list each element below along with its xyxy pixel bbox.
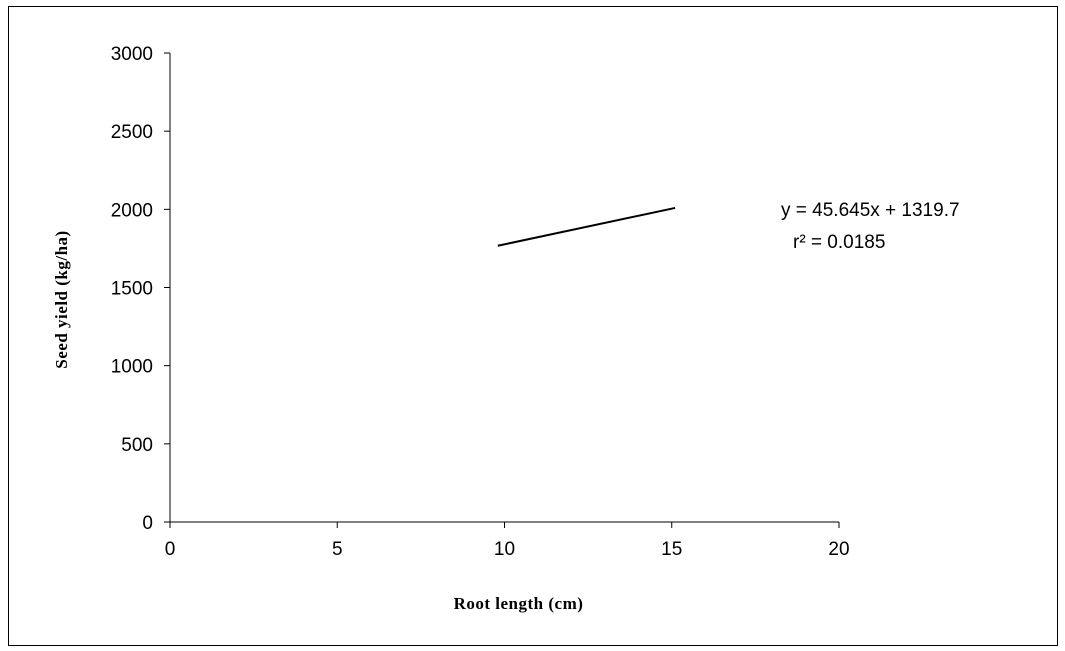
y-tick-label: 2000: [111, 200, 153, 221]
x-tick-label: 15: [661, 539, 682, 560]
chart-frame: 0 500 1000 1500 2000 2500 3000 0 5 10 15 20 y = 45…: [8, 6, 1058, 646]
y-tick-label: 0: [142, 513, 153, 534]
y-tick-label: 1000: [111, 357, 153, 378]
x-tick-label: 20: [828, 539, 849, 560]
x-tick-label: 10: [494, 539, 515, 560]
x-tick-label: 5: [332, 539, 343, 560]
y-tick-label: 500: [121, 435, 153, 456]
y-tick-label: 3000: [111, 44, 153, 65]
x-axis-ticks: 0 5 10 15 20: [165, 522, 850, 560]
x-axis-title: Root length (cm): [454, 594, 584, 613]
trendline-equation: y = 45.645x + 1319.7: [781, 200, 960, 221]
trendline: [497, 206, 676, 247]
y-tick-label: 1500: [111, 279, 153, 300]
y-axis-ticks: 0 500 1000 1500 2000 2500 3000: [111, 44, 170, 534]
y-axis-title: Seed yield (kg/ha): [52, 230, 71, 368]
chart-svg: 0 500 1000 1500 2000 2500 3000 0 5 10 15 20 y = 45…: [52, 44, 960, 613]
y-tick-label: 2500: [111, 122, 153, 143]
r-squared-label: r² = 0.0185: [793, 232, 885, 253]
x-tick-label: 0: [165, 539, 176, 560]
series-layer: [497, 206, 676, 247]
